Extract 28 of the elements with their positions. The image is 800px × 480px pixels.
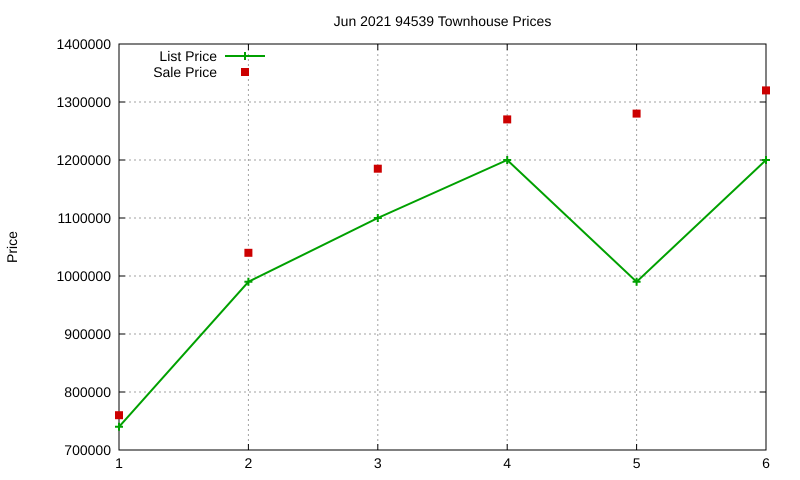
x-tick-label: 2 — [244, 455, 252, 471]
y-tick-label: 700000 — [64, 442, 112, 458]
y-tick-label: 1100000 — [58, 210, 112, 226]
x-tick-label: 6 — [762, 455, 770, 471]
y-tick-label: 900000 — [64, 326, 112, 342]
x-tick-label: 1 — [115, 455, 124, 471]
point — [243, 276, 254, 287]
y-tick-label: 1300000 — [56, 94, 112, 110]
point — [115, 411, 123, 420]
point — [372, 213, 383, 223]
point — [632, 110, 641, 118]
y-axis-title: Price — [4, 230, 20, 263]
point — [503, 115, 512, 124]
chart-title: Jun 2021 94539 Townhouse Prices — [334, 13, 552, 29]
legend-label: List Price — [159, 48, 218, 64]
point — [632, 276, 642, 287]
y-tick-label: 1400000 — [56, 36, 112, 52]
point — [374, 164, 382, 173]
x-tick-label: 5 — [632, 455, 641, 471]
y-tick-label: 1200000 — [56, 152, 112, 168]
point — [502, 155, 512, 165]
point — [762, 86, 770, 94]
x-tick-label: 3 — [374, 455, 382, 471]
y-tick-label: 1000000 — [56, 268, 112, 284]
legend-label: Sale Price — [153, 64, 218, 80]
point — [244, 248, 252, 257]
y-tick-label: 800000 — [64, 384, 112, 400]
x-tick-label: 4 — [503, 455, 512, 471]
